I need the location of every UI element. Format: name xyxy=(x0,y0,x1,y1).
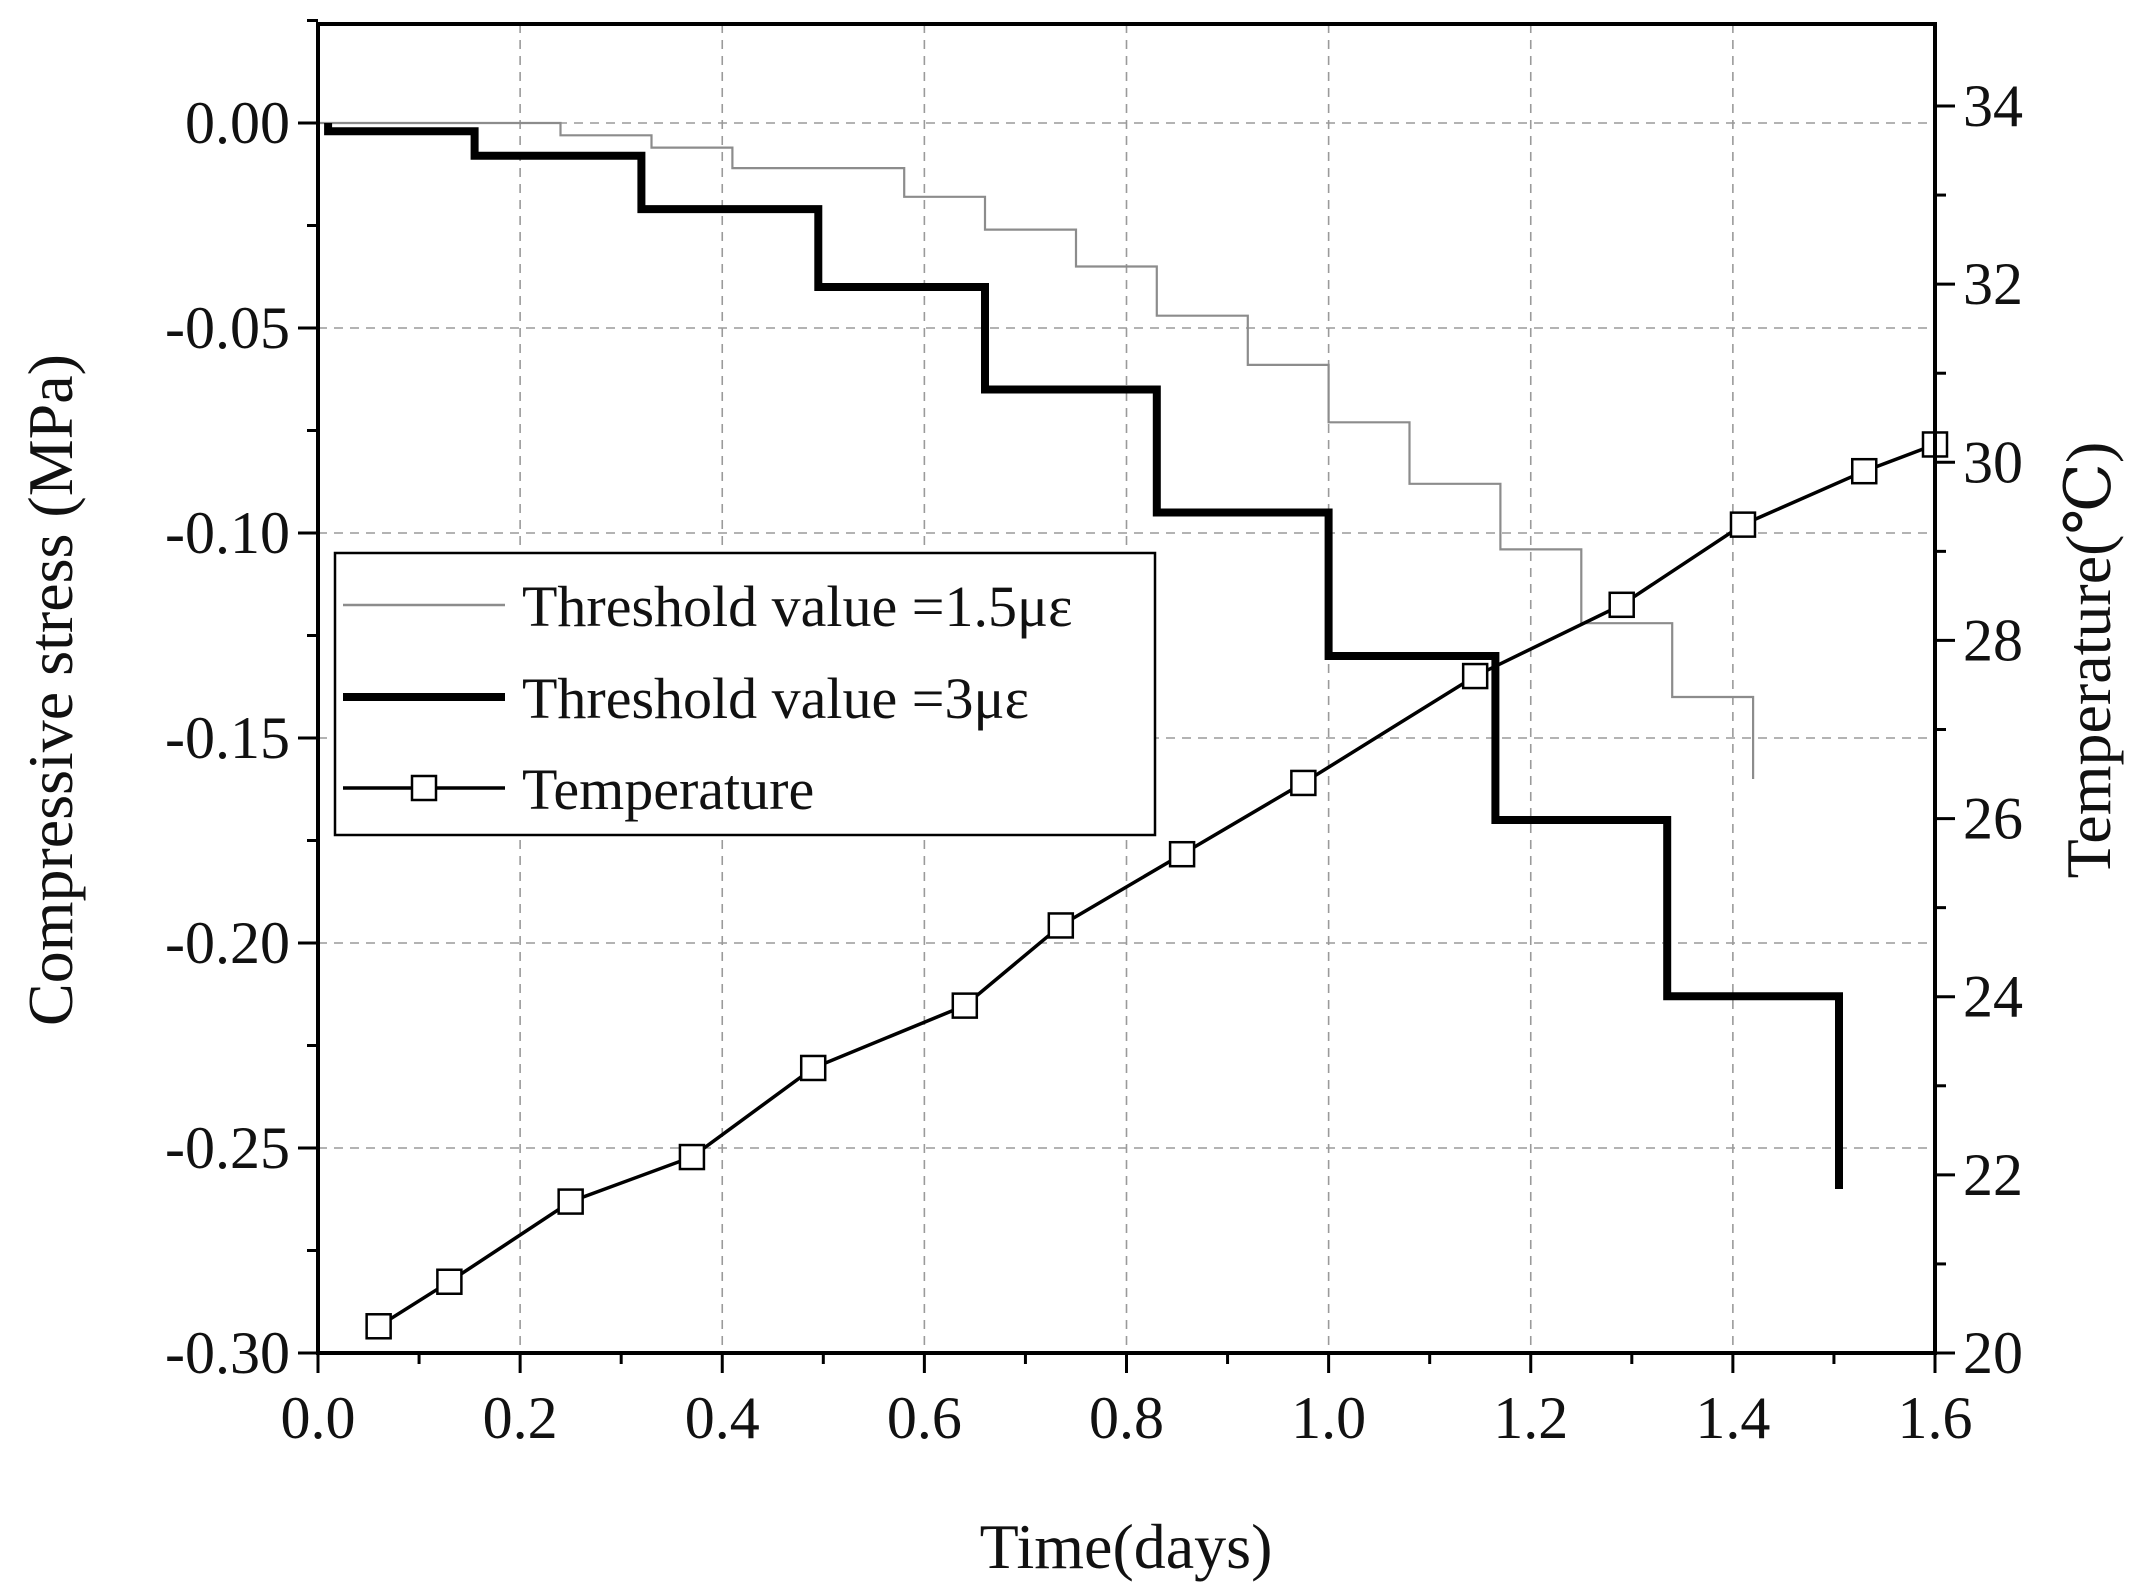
x-tick-label: 1.6 xyxy=(1898,1385,1973,1451)
series-line-1 xyxy=(324,123,1843,1189)
x-tick-label: 0.6 xyxy=(887,1385,962,1451)
temperature-marker xyxy=(951,992,979,1019)
temperature-marker xyxy=(557,1188,584,1215)
temperature-marker xyxy=(1168,840,1196,868)
series-line-0 xyxy=(318,121,1755,779)
y2-axis-title: Temperature(℃) xyxy=(2053,442,2124,879)
temperature-marker xyxy=(1851,457,1878,485)
temperature-marker xyxy=(1608,591,1635,619)
temperature-marker xyxy=(678,1143,706,1171)
y2-tick-label: 22 xyxy=(1963,1142,2023,1208)
y-tick-label: -0.30 xyxy=(165,1320,290,1386)
ticks: 0.0 0.2 0.4 0.6 0.8 1.0 1.2 1.4 1.6 0.00 -0.05 -0.1… xyxy=(165,19,2023,1451)
y-tick-label: -0.25 xyxy=(165,1115,290,1181)
x-tick-label: 0.2 xyxy=(483,1385,558,1451)
y2-tick-label: 32 xyxy=(1963,251,2023,317)
legend-label-threshold-3: Threshold value =3με xyxy=(522,666,1029,731)
legend-label-threshold-1-5: Threshold value =1.5με xyxy=(522,574,1072,639)
x-axis-title: Time(days) xyxy=(980,1511,1273,1582)
x-tick-label: 0.0 xyxy=(281,1385,356,1451)
legend-label-temperature: Temperature xyxy=(522,757,814,822)
y2-tick-label: 20 xyxy=(1963,1320,2023,1386)
temperature-marker xyxy=(799,1054,827,1082)
y-tick-label: -0.05 xyxy=(165,295,290,361)
y-tick-label: -0.15 xyxy=(165,705,290,771)
x-tick-label: 1.4 xyxy=(1695,1385,1770,1451)
series-layer xyxy=(318,121,1949,1340)
y2-tick-label: 34 xyxy=(1963,73,2023,139)
y2-tick-label: 30 xyxy=(1963,429,2023,495)
x-tick-label: 1.0 xyxy=(1291,1385,1366,1451)
temperature-marker xyxy=(1047,912,1075,939)
y2-tick-label: 28 xyxy=(1963,607,2023,673)
temperature-marker xyxy=(436,1268,463,1295)
legend-swatch-temperature-marker xyxy=(410,774,438,802)
y2-tick-label: 26 xyxy=(1963,786,2023,852)
y-tick-label: 0.00 xyxy=(185,90,290,156)
legend: Threshold value =1.5με Threshold value =… xyxy=(333,551,1157,837)
x-tick-label: 0.8 xyxy=(1089,1385,1164,1451)
y2-tick-label: 24 xyxy=(1963,964,2023,1030)
temperature-marker xyxy=(1461,662,1489,690)
temperature-marker xyxy=(1729,511,1757,538)
x-tick-label: 1.2 xyxy=(1493,1385,1568,1451)
x-tick-label: 0.4 xyxy=(685,1385,760,1451)
temperature-marker xyxy=(365,1313,392,1340)
temperature-marker xyxy=(1290,769,1317,797)
y-axis-title: Compressive stress (MPa) xyxy=(15,354,86,1026)
y-tick-label: -0.10 xyxy=(165,500,290,566)
series-line-2 xyxy=(377,442,1936,1328)
y-tick-label: -0.20 xyxy=(165,910,290,976)
